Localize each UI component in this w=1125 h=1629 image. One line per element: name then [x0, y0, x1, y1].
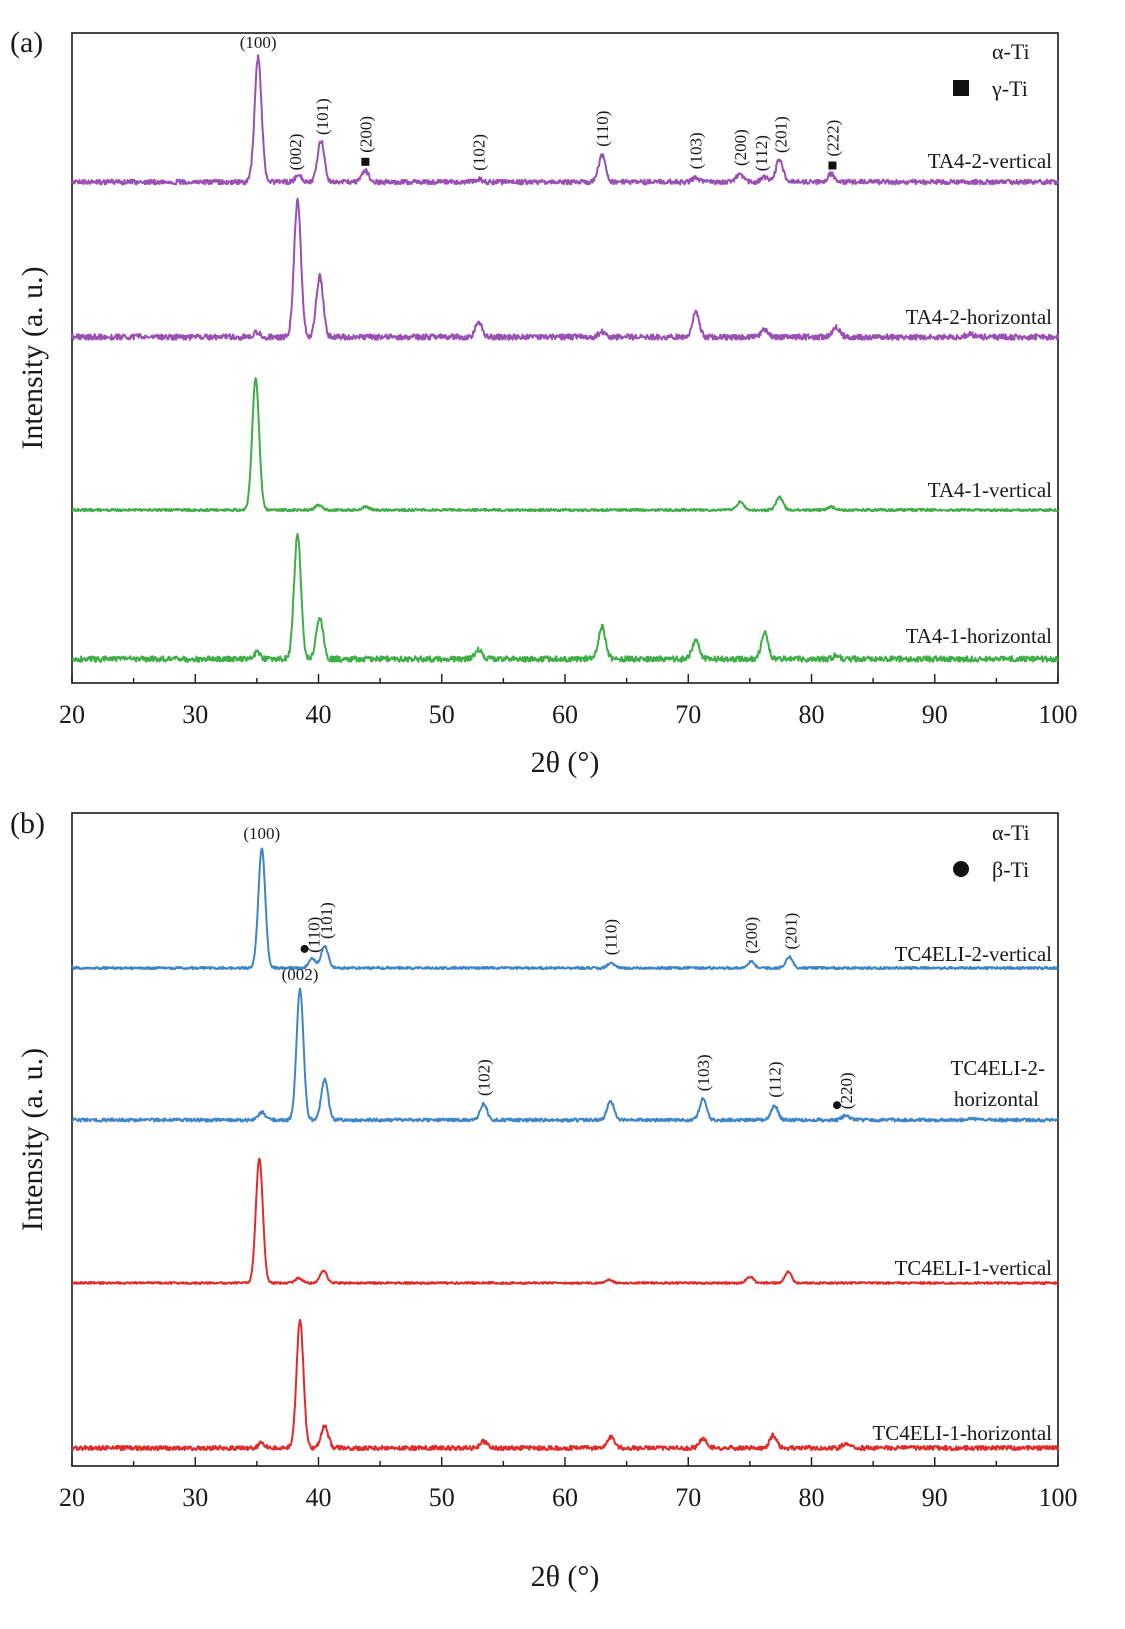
panel-b: 20 30 40 50 60 70 80 90 100 2θ (°) Intensity (a. u… [10, 807, 1078, 1593]
x-axis-title: 2θ (°) [531, 1560, 600, 1593]
x-tick-label: 60 [552, 1483, 578, 1512]
series-label: TA4-2-vertical [928, 149, 1052, 173]
peak-label: (100) [243, 824, 280, 843]
x-tick-label: 30 [182, 700, 208, 729]
x-tick-label: 40 [306, 700, 332, 729]
peak-label: (100) [240, 33, 277, 52]
x-tick-label: 80 [799, 700, 825, 729]
legend-label: α-Ti [992, 820, 1030, 845]
peak-label: (101) [317, 902, 336, 939]
gamma-ti-marker [828, 161, 837, 170]
x-axis-title: 2θ (°) [531, 746, 600, 779]
peak-label: (200) [356, 116, 375, 153]
peak-label: (002) [282, 965, 319, 984]
peak-label: (002) [286, 134, 305, 171]
peak-label: (200) [731, 129, 750, 166]
series-line-TA4-2-vertical [71, 54, 1059, 186]
peak-label: (112) [752, 135, 771, 171]
x-tick-label: 50 [429, 1483, 455, 1512]
series-label: TA4-2-horizontal [906, 305, 1053, 329]
peak-label: (201) [782, 913, 801, 950]
peak-label: (103) [694, 1054, 713, 1091]
peak-label: (222) [823, 120, 842, 157]
series-label: TC4ELI-2-vertical [895, 942, 1053, 966]
series-line-TA4-1-vertical [71, 377, 1059, 513]
peak-label: (200) [742, 917, 761, 954]
legend-label: γ-Ti [991, 76, 1028, 101]
legend-circle-marker [953, 861, 969, 877]
plot-frame [71, 812, 1059, 1467]
x-tick-label: 80 [799, 1483, 825, 1512]
gamma-ti-marker [361, 157, 370, 166]
x-tick-label: 50 [429, 700, 455, 729]
panel-a: 20 30 40 50 60 70 80 90 100 2θ (°) Intensity (a. u… [10, 26, 1078, 779]
series-label: TA4-1-horizontal [906, 624, 1053, 648]
peak-label: (112) [766, 1061, 785, 1097]
series-line-TA4-2-horizontal [71, 197, 1059, 341]
x-tick-label: 100 [1039, 1483, 1078, 1512]
x-tick-label: 70 [675, 1483, 701, 1512]
peak-label: (103) [687, 132, 706, 169]
x-tick-label: 70 [675, 700, 701, 729]
series-label: TC4ELI-1-vertical [895, 1256, 1053, 1280]
series-label: horizontal [954, 1087, 1039, 1111]
x-tick-label: 90 [922, 700, 948, 729]
x-tick-label: 100 [1039, 700, 1078, 729]
plot-frame [71, 32, 1059, 684]
peak-label: (110) [593, 111, 612, 147]
x-tick-label: 20 [59, 700, 85, 729]
legend-label: α-Ti [992, 39, 1030, 64]
series-line-TC4ELI-1-horizontal [71, 1318, 1059, 1452]
series-line-TC4ELI-2-vertical [71, 847, 1059, 971]
x-tick-label: 60 [552, 700, 578, 729]
series-label: TC4ELI-2- [951, 1056, 1045, 1080]
x-tick-label: 40 [306, 1483, 332, 1512]
peak-label: (220) [837, 1072, 856, 1109]
series-line-TC4ELI-1-vertical [71, 1157, 1059, 1285]
x-tick-label: 20 [59, 1483, 85, 1512]
peak-label: (110) [305, 917, 324, 953]
peak-label: (110) [602, 919, 621, 955]
peak-label: (102) [475, 1059, 494, 1096]
beta-ti-marker [833, 1101, 842, 1110]
x-tick-label: 30 [182, 1483, 208, 1512]
series-line-TC4ELI-2-horizontal [71, 987, 1059, 1123]
peak-label: (201) [772, 116, 791, 153]
series-line-TA4-1-horizontal [71, 532, 1059, 663]
y-axis-title: Intensity (a. u.) [16, 1048, 49, 1231]
panel-label: (a) [10, 26, 43, 59]
panel-label: (b) [10, 807, 45, 840]
y-axis-title: Intensity (a. u.) [16, 266, 49, 449]
beta-ti-marker [300, 944, 309, 953]
legend-label: β-Ti [992, 857, 1029, 882]
peak-label: (101) [313, 98, 332, 135]
series-label: TC4ELI-1-horizontal [872, 1421, 1052, 1445]
legend-square-marker [953, 80, 969, 96]
series-label: TA4-1-vertical [928, 478, 1052, 502]
peak-label: (102) [470, 134, 489, 171]
x-tick-label: 90 [922, 1483, 948, 1512]
